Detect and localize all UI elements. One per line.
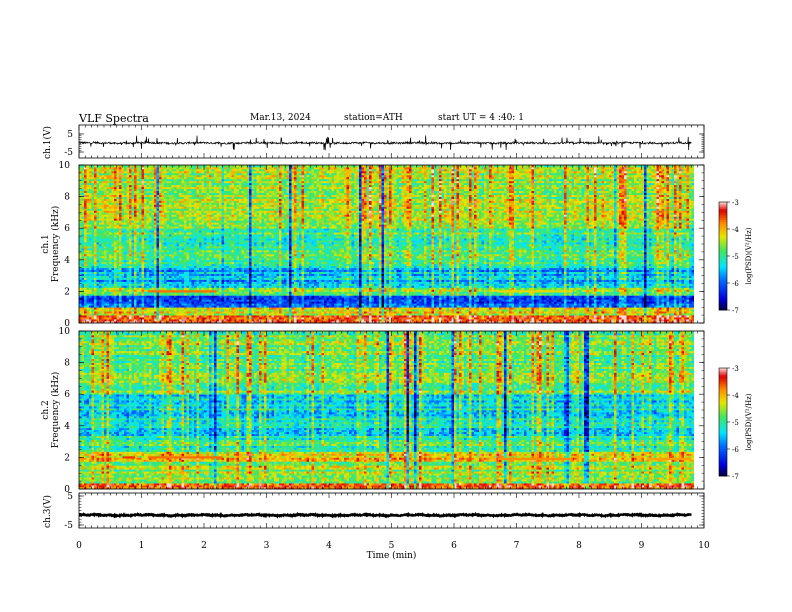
ch1-waveform-trace [79,135,692,150]
ch1-waveform-panel: 5 -5 ch.1(V) [42,125,704,159]
y-tick-label: 5 [67,130,73,140]
y-tick-label: -5 [64,148,73,158]
ch1-spectrogram-cells [79,165,704,323]
ch1-waveform-ylabel: ch.1(V) [42,126,53,159]
